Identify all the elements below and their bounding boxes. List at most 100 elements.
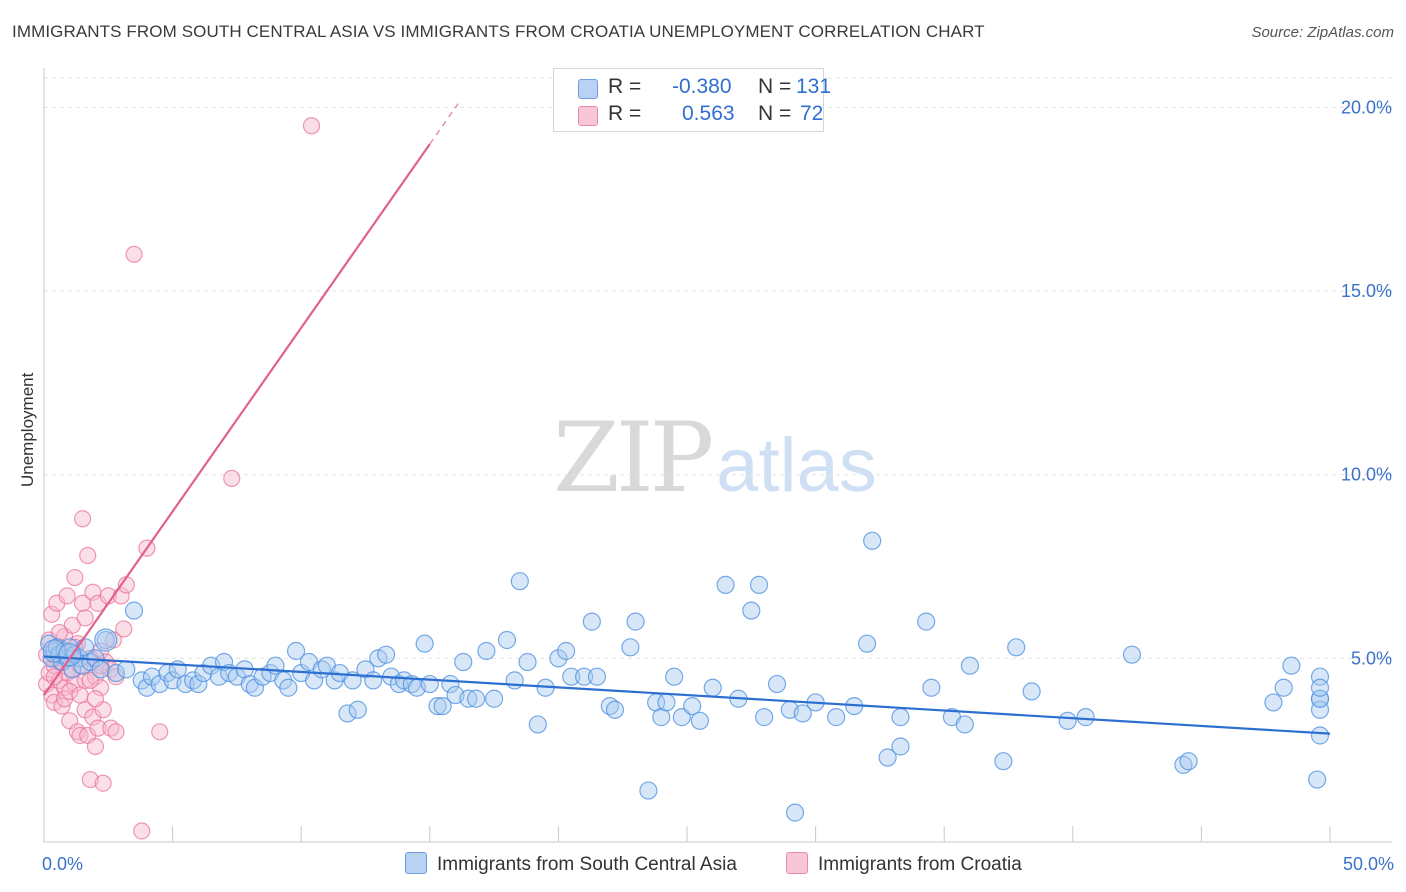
south-central-asia-point <box>348 700 367 719</box>
croatia-point <box>223 469 241 487</box>
south-central-asia-point <box>639 781 658 800</box>
x-tick-label-max: 50.0% <box>1343 854 1394 874</box>
south-central-asia-point <box>433 696 452 716</box>
south-central-asia-point <box>665 667 684 686</box>
south-central-asia-point <box>793 704 812 723</box>
south-central-asia-point <box>703 678 722 697</box>
bottom-legend-label: Immigrants from South Central Asia <box>437 854 737 875</box>
south-central-asia-point <box>518 652 537 672</box>
south-central-asia-point <box>587 667 607 686</box>
croatia-point <box>89 719 107 737</box>
croatia-point <box>45 668 63 686</box>
y-tick-label: 10.0% <box>1341 465 1392 485</box>
south-central-asia-point <box>955 715 974 734</box>
croatia-point <box>107 723 125 741</box>
legend-n-value: 131 <box>796 75 832 98</box>
south-central-asia-point <box>420 674 439 694</box>
croatia-point <box>66 568 84 587</box>
south-central-asia-point <box>1282 656 1301 675</box>
south-central-asia-points <box>40 531 1330 822</box>
south-central-asia-point <box>891 737 910 756</box>
axes <box>43 68 1392 843</box>
south-central-asia-point <box>1308 770 1327 789</box>
south-central-asia-point <box>497 630 517 650</box>
y-tick-label: 15.0% <box>1341 281 1392 301</box>
south-central-asia-point <box>557 641 576 661</box>
bottom-legend-south-central-asia: Immigrants from South Central Asia <box>405 852 737 876</box>
south-central-asia-point <box>994 752 1013 771</box>
south-central-asia-point <box>1122 645 1142 664</box>
south-central-asia-point <box>562 667 581 686</box>
bottom-legend-croatia: Immigrants from Croatia <box>786 852 1022 876</box>
south-central-asia-point <box>575 667 594 686</box>
legend-r-label: R = <box>608 102 642 125</box>
croatia-point <box>76 609 94 627</box>
south-central-asia-point <box>626 612 645 631</box>
south-central-asia-point <box>477 641 496 661</box>
legend-n-label: N = <box>758 102 792 125</box>
south-central-asia-point <box>1007 638 1026 657</box>
south-central-asia-point <box>96 630 115 650</box>
south-central-asia-point <box>716 575 735 594</box>
y-tick-label: 5.0% <box>1351 648 1392 668</box>
croatia-point <box>73 510 92 528</box>
south-central-asia-point <box>279 678 298 697</box>
legend-swatch-pink <box>578 106 598 126</box>
south-central-asia-point <box>428 696 447 716</box>
croatia-point <box>58 587 76 605</box>
croatia-point <box>61 682 79 701</box>
croatia-point <box>115 620 133 638</box>
croatia-point <box>133 822 151 840</box>
legend-r-value: 0.563 <box>682 102 735 125</box>
south-central-asia-point <box>785 803 805 822</box>
south-central-asia-point <box>1264 693 1283 712</box>
legend-r-value: -0.380 <box>672 75 732 98</box>
croatia-point <box>94 774 112 792</box>
x-tick-label-min: 0.0% <box>42 854 83 874</box>
south-central-asia-point <box>742 601 761 620</box>
south-central-asia-point <box>286 641 306 661</box>
south-central-asia-point <box>878 748 897 767</box>
chart-title: IMMIGRANTS FROM SOUTH CENTRAL ASIA VS IM… <box>12 22 985 41</box>
south-central-asia-point <box>376 645 396 664</box>
south-central-asia-point <box>621 638 640 657</box>
bottom-legend-label: Immigrants from Croatia <box>818 854 1022 875</box>
south-central-asia-point <box>1179 752 1198 771</box>
south-central-asia-point <box>755 708 774 727</box>
croatia-point <box>71 686 89 704</box>
south-central-asia-point <box>189 674 208 694</box>
south-central-asia-point <box>891 708 910 727</box>
legend-r-label: R = <box>608 75 642 98</box>
south-central-asia-point <box>657 693 676 712</box>
south-central-asia-point <box>1022 682 1041 701</box>
south-central-asia-point <box>106 663 126 683</box>
south-central-asia-point <box>194 663 213 683</box>
y-tick-label: 20.0% <box>1341 97 1392 117</box>
south-central-asia-point <box>505 671 524 690</box>
trend-lines <box>43 103 1331 735</box>
croatia-point <box>79 546 97 565</box>
south-central-asia-point <box>415 634 434 653</box>
south-central-asia-point <box>91 660 110 679</box>
south-central-asia-point <box>690 711 709 730</box>
tick-labels: 5.0% 10.0% 15.0% 20.0% 0.0% 50.0% <box>42 97 1394 874</box>
croatia-point <box>43 605 61 623</box>
croatia-point <box>125 245 143 263</box>
legend-swatch-blue <box>578 79 598 99</box>
south-central-asia-point <box>510 572 529 591</box>
south-central-asia-point <box>459 689 478 708</box>
south-central-asia-point <box>827 708 846 727</box>
gridlines <box>44 77 1392 659</box>
south-central-asia-point <box>117 660 136 679</box>
south-central-asia-point <box>917 612 936 631</box>
watermark-atlas: atlas <box>716 423 877 508</box>
south-central-asia-point <box>922 678 941 697</box>
south-central-asia-point <box>142 667 162 686</box>
south-central-asia-point <box>683 696 702 716</box>
south-central-asia-point <box>338 704 357 723</box>
south-central-asia-point <box>605 700 625 719</box>
south-central-asia-point <box>582 612 601 631</box>
croatia-point <box>81 671 99 689</box>
south-central-asia-point <box>863 531 882 550</box>
croatia-point <box>86 690 105 708</box>
